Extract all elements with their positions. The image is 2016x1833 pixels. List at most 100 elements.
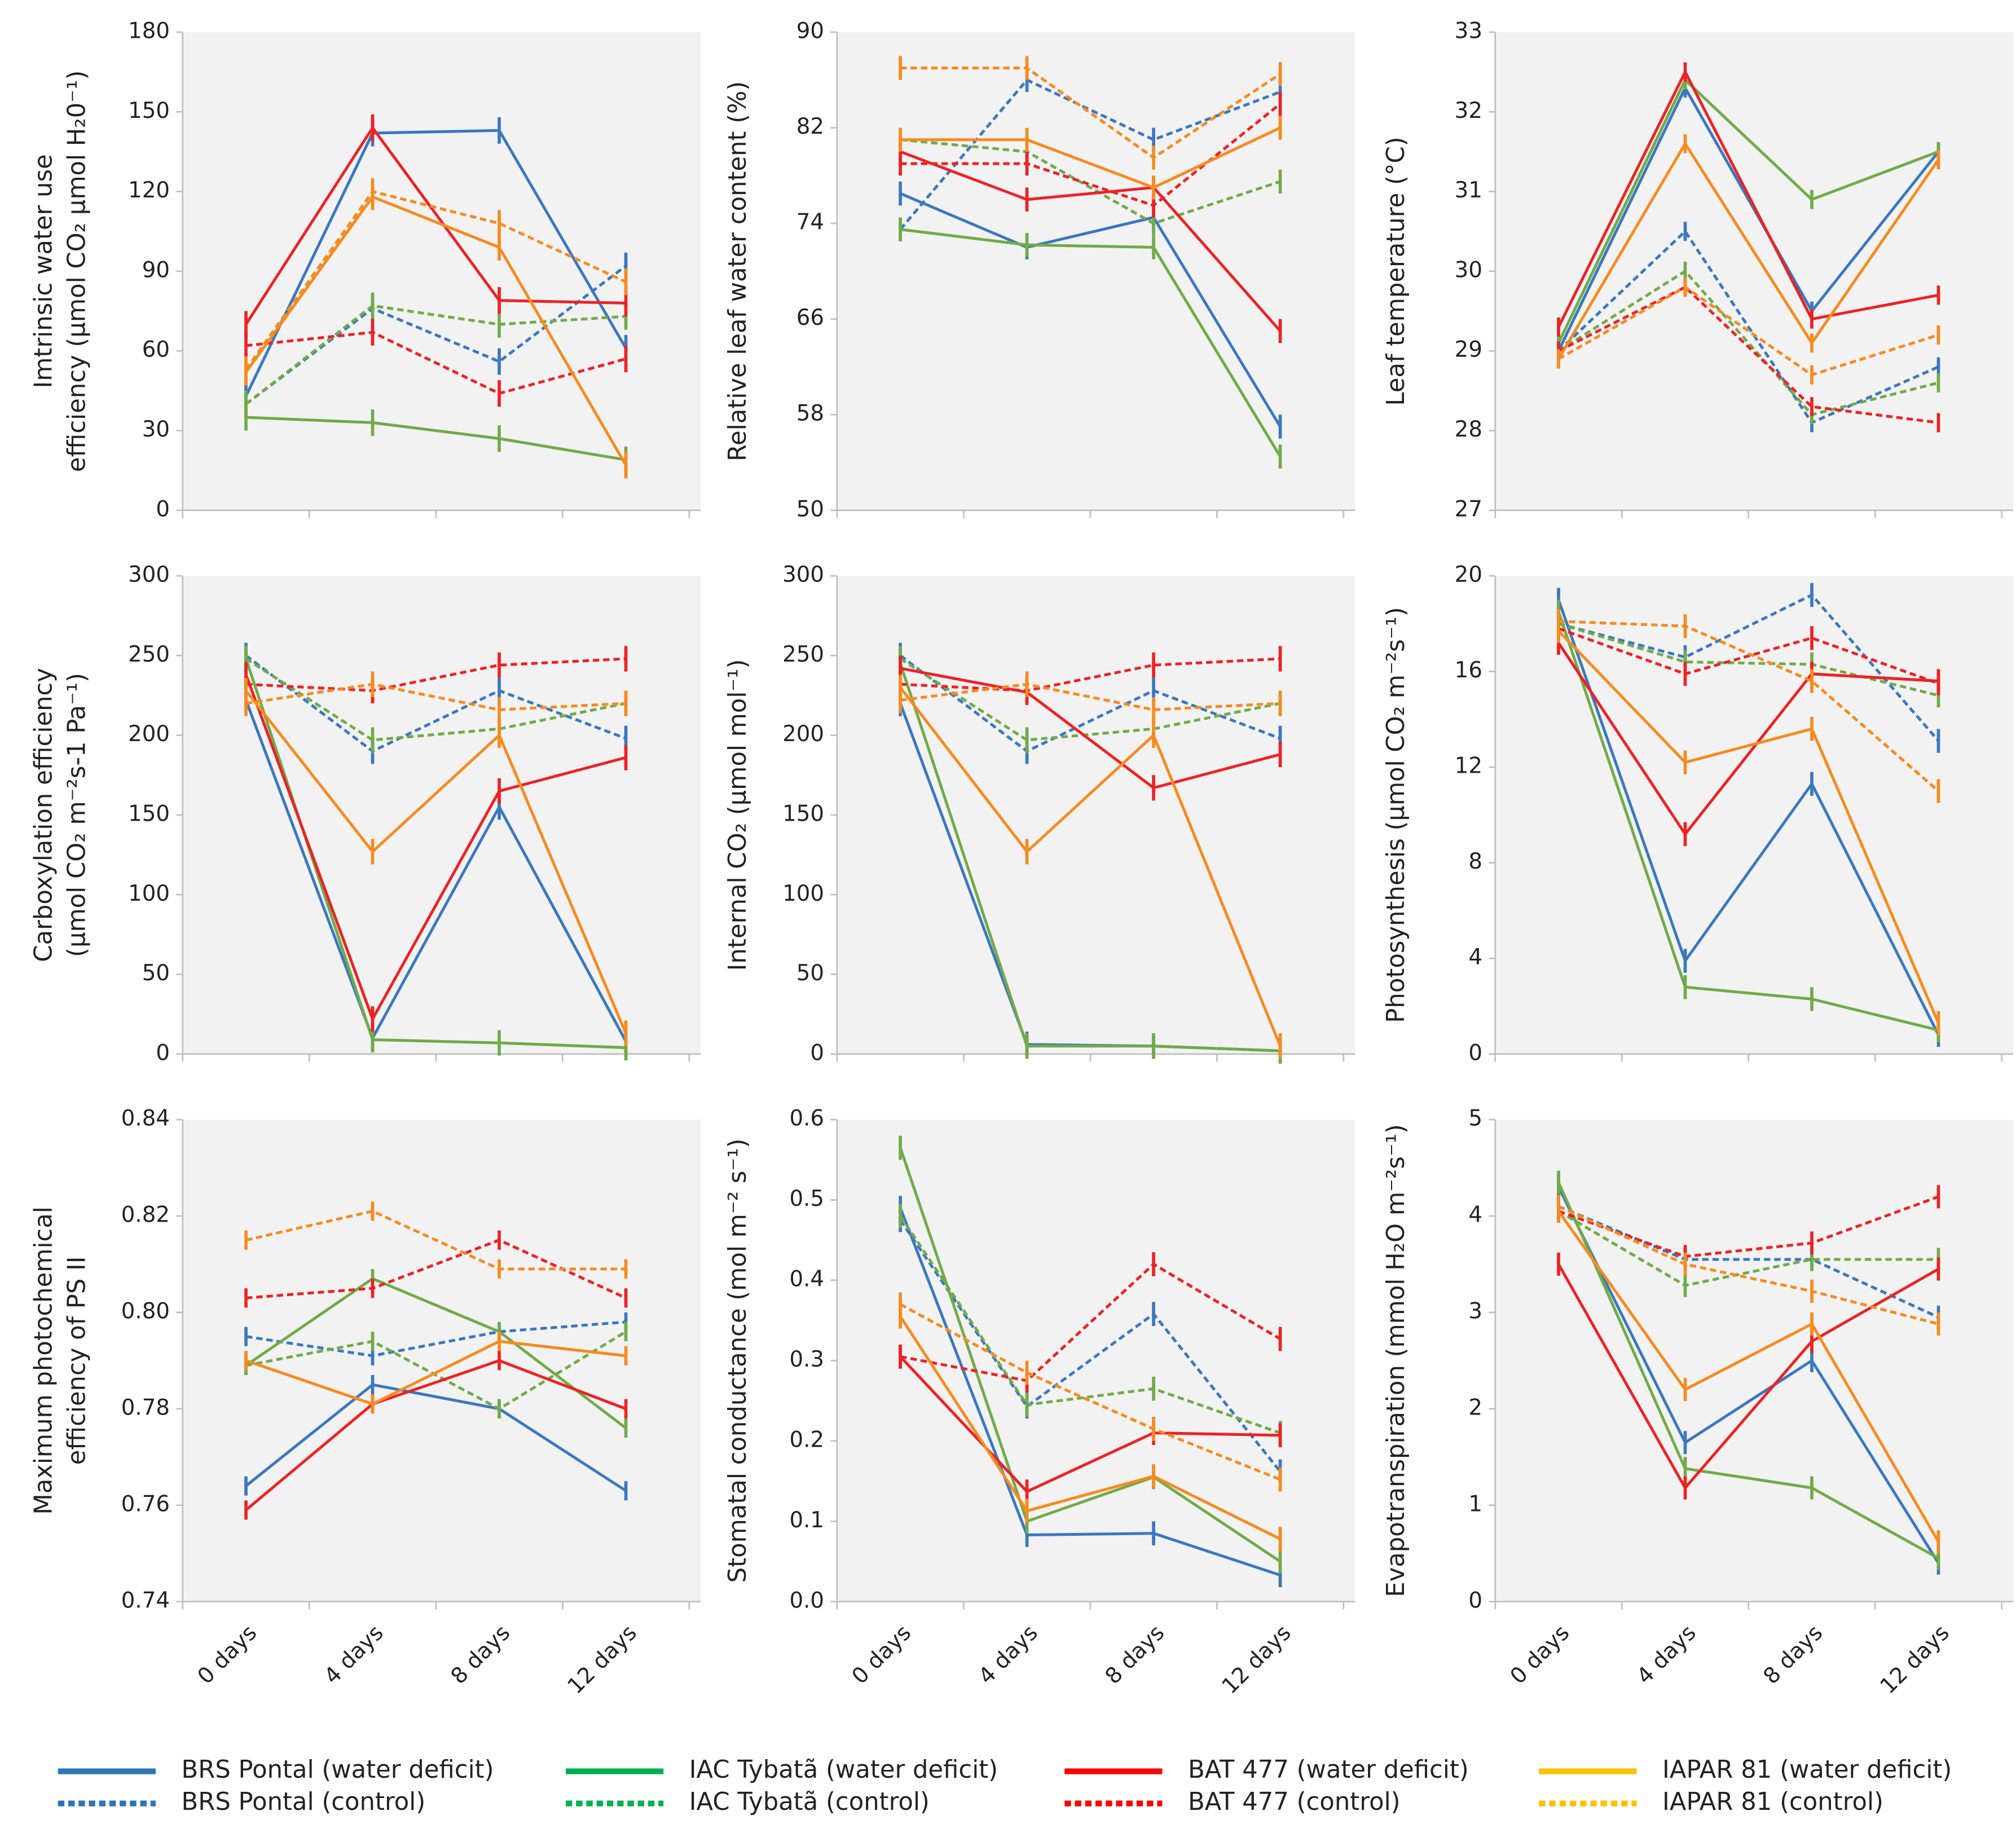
- y-tick-label: 4: [1468, 1202, 1482, 1228]
- series-line: [245, 1383, 627, 1492]
- y-tick-label: 150: [128, 801, 170, 826]
- series-line: [899, 657, 1281, 742]
- y-tick-label: 50: [796, 496, 824, 522]
- series-line: [899, 654, 1281, 753]
- y-tick-label: 90: [796, 18, 824, 43]
- y-tick-label: 82: [796, 114, 824, 139]
- series-line: [1557, 642, 1939, 837]
- y-tick-label: 100: [128, 881, 170, 906]
- plot-area: [837, 576, 1355, 1054]
- x-tick-label: 8 days: [446, 1620, 516, 1690]
- series-line: [245, 682, 626, 711]
- series-line: [1557, 1186, 1940, 1564]
- y-tick-label: 29: [1455, 337, 1482, 363]
- y-tick-label: 60: [142, 337, 170, 363]
- series-line: [245, 657, 626, 693]
- series-line: [244, 129, 627, 397]
- series-line: [1557, 269, 1939, 417]
- y-axis-label: efficiency (μmol CO₂ μmol H₂0⁻¹): [63, 70, 91, 473]
- y-tick-label: 0.74: [121, 1588, 170, 1613]
- y-tick-label: 90: [142, 257, 170, 283]
- y-tick-label: 0.84: [121, 1106, 170, 1131]
- series-line: [245, 1330, 627, 1411]
- series-line: [1557, 629, 1940, 1024]
- y-tick-label: 58: [796, 401, 824, 426]
- y-tick-label: 74: [796, 210, 824, 235]
- y-tick-label: 50: [796, 960, 824, 986]
- y-axis-label: Imtrinsic water use: [29, 154, 58, 388]
- series-line: [245, 1277, 627, 1430]
- series-line: [245, 304, 626, 406]
- series-line: [899, 1147, 1281, 1563]
- y-tick-label: 30: [142, 417, 170, 442]
- series-line: [1558, 1205, 1939, 1319]
- y-tick-label: 32: [1455, 98, 1482, 124]
- y-tick-label: 0.3: [789, 1347, 824, 1372]
- plot-area: [182, 32, 701, 510]
- y-tick-label: 150: [782, 801, 824, 826]
- x-tick-label: 12 days: [1876, 1620, 1955, 1699]
- y-axis-label: (μmol CO₂ m⁻²s-1 Pa⁻¹): [63, 673, 91, 957]
- y-tick-label: 0.1: [789, 1508, 824, 1533]
- series-line: [245, 1339, 626, 1406]
- y-tick-label: 250: [782, 642, 824, 667]
- series-line: [1558, 622, 1939, 697]
- y-tick-label: 31: [1455, 178, 1482, 203]
- y-axis-label: Leaf temperature (°C): [1382, 136, 1410, 406]
- series-line: [1557, 285, 1939, 377]
- series-line: [899, 1219, 1282, 1473]
- legend-label: BAT 477 (control): [1188, 1788, 1400, 1816]
- legend-label: BRS Pontal (water deficit): [182, 1756, 494, 1784]
- series-line: [900, 67, 1281, 160]
- series-line: [1557, 599, 1940, 1036]
- legend-label: IAPAR 81 (water deficit): [1662, 1756, 1952, 1784]
- series-line: [1557, 1182, 1939, 1560]
- y-axis-label: Stomatal conductance (mol m⁻² s⁻¹): [724, 1139, 752, 1583]
- y-tick-label: 0.2: [789, 1427, 824, 1452]
- series-line: [1557, 85, 1940, 352]
- y-tick-label: 0: [810, 1040, 824, 1065]
- series-line: [900, 126, 1281, 190]
- series-line: [899, 1207, 1281, 1577]
- y-tick-label: 0: [156, 496, 170, 522]
- y-tick-label: 0.80: [121, 1298, 170, 1324]
- y-axis-label: Maximum photochemical: [29, 1206, 58, 1514]
- x-tick-label: 8 days: [1759, 1620, 1828, 1690]
- y-tick-label: 27: [1455, 496, 1482, 522]
- series-line: [1557, 611, 1939, 1032]
- series-line: [245, 654, 627, 753]
- x-tick-label: 4 days: [974, 1620, 1043, 1690]
- y-tick-label: 50: [142, 960, 170, 986]
- y-axis-label: Photosynthesis (μmol CO₂ m⁻²s⁻¹): [1382, 607, 1410, 1023]
- series-line: [1557, 1263, 1939, 1491]
- series-line: [900, 1262, 1281, 1382]
- y-tick-label: 120: [128, 178, 170, 203]
- legend-label: IAC Tybatã (water deficit): [689, 1756, 998, 1784]
- y-tick-label: 0: [156, 1040, 170, 1065]
- series-line: [244, 674, 627, 1023]
- y-tick-label: 20: [1455, 562, 1482, 588]
- series-line: [244, 699, 627, 1042]
- y-tick-label: 0.78: [121, 1395, 170, 1420]
- series-line: [1558, 627, 1939, 685]
- y-tick-label: 0.5: [789, 1186, 824, 1211]
- series-line: [899, 686, 1282, 1047]
- series-line: [1557, 229, 1939, 425]
- y-tick-label: 0: [1468, 1040, 1482, 1065]
- y-tick-label: 0.76: [121, 1491, 170, 1517]
- y-tick-label: 16: [1455, 658, 1482, 683]
- y-axis-label: Relative leaf water content (%): [724, 81, 752, 461]
- series-line: [1557, 69, 1939, 328]
- y-tick-label: 300: [782, 562, 824, 588]
- series-line: [900, 682, 1280, 711]
- y-tick-label: 30: [1455, 257, 1482, 283]
- plot-area: [837, 32, 1355, 510]
- series-line: [899, 1315, 1281, 1540]
- series-line: [245, 265, 627, 406]
- series-line: [245, 190, 627, 371]
- y-tick-label: 0.82: [121, 1202, 170, 1228]
- series-line: [1557, 1205, 1939, 1325]
- y-tick-label: 12: [1455, 754, 1482, 779]
- series-line: [245, 195, 627, 466]
- y-tick-label: 0.6: [789, 1106, 824, 1131]
